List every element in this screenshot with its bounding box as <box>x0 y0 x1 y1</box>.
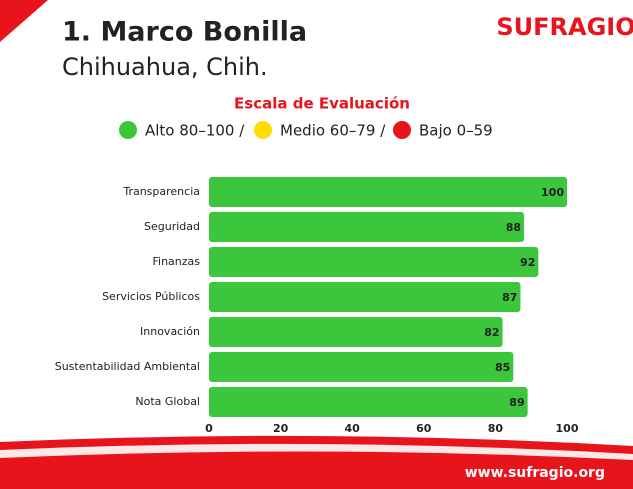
value-label: 82 <box>484 326 499 339</box>
value-label: 100 <box>541 186 564 199</box>
x-tick-label: 60 <box>416 422 432 435</box>
x-tick-label: 0 <box>205 422 213 435</box>
footer-stripe <box>0 443 633 460</box>
legend-swatch <box>393 121 411 139</box>
bar <box>209 282 521 312</box>
category-label: Servicios Públicos <box>102 290 200 303</box>
value-label: 89 <box>509 396 524 409</box>
x-tick-label: 100 <box>556 422 579 435</box>
footer-band <box>0 435 633 489</box>
category-label: Innovación <box>140 325 200 338</box>
logo: SUFRAGIO <box>496 13 633 41</box>
category-label: Sustentabilidad Ambiental <box>55 360 200 373</box>
value-label: 92 <box>520 256 535 269</box>
x-tick-label: 20 <box>273 422 289 435</box>
value-label: 85 <box>495 361 510 374</box>
category-label: Seguridad <box>144 220 200 233</box>
bar <box>209 177 567 207</box>
value-label: 87 <box>502 291 517 304</box>
legend-swatch <box>254 121 272 139</box>
legend-label: Alto 80–100 / <box>145 122 245 140</box>
x-tick-label: 40 <box>345 422 361 435</box>
x-tick-label: 80 <box>488 422 504 435</box>
bar <box>209 352 514 382</box>
legend-label: Bajo 0–59 <box>419 122 493 140</box>
legend-swatch <box>119 121 137 139</box>
value-label: 88 <box>506 221 521 234</box>
category-label: Finanzas <box>152 255 200 268</box>
bar <box>209 212 525 242</box>
legend-title: Escala de Evaluación <box>234 95 410 113</box>
footer-url: www.sufragio.org <box>465 465 605 481</box>
legend-label: Medio 60–79 / <box>280 122 386 140</box>
category-label: Nota Global <box>135 395 200 408</box>
bar <box>209 317 503 347</box>
category-label: Transparencia <box>122 185 200 198</box>
bar <box>209 247 539 277</box>
subtitle: Chihuahua, Chih. <box>62 53 268 81</box>
bar <box>209 387 528 417</box>
corner-accent <box>0 0 48 42</box>
title: 1. Marco Bonilla <box>62 17 307 48</box>
